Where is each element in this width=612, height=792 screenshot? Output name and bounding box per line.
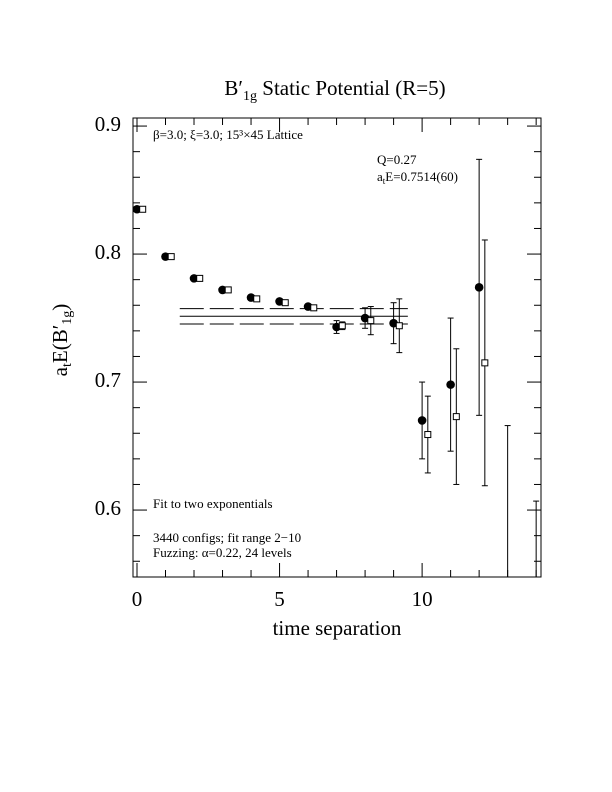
y-tick-label: 0.8	[95, 240, 121, 264]
annotation: atE=0.7514(60)	[377, 169, 458, 186]
x-tick-label: 5	[274, 587, 285, 611]
point	[417, 416, 427, 425]
y-tick-label: 0.6	[95, 496, 121, 520]
y-tick-label: 0.7	[95, 368, 121, 392]
point	[303, 302, 313, 311]
ylabel-t: t	[60, 363, 75, 367]
point	[446, 380, 455, 389]
point	[367, 317, 375, 325]
point	[167, 253, 175, 261]
x-axis-label: time separation	[273, 616, 402, 640]
point	[246, 293, 256, 302]
point	[360, 313, 370, 323]
annotation: Fit to two exponentials	[153, 496, 273, 511]
point	[189, 274, 199, 283]
energy-rest: E=0.7514(60)	[385, 169, 458, 184]
ylabel-mid: E(B′	[48, 325, 72, 363]
point	[395, 322, 403, 330]
y-tick-label: 0.9	[95, 112, 121, 136]
point	[281, 299, 289, 307]
point	[253, 295, 261, 303]
ylabel-sub: 1g	[60, 311, 75, 325]
point	[275, 297, 284, 306]
ylabel-a: a	[48, 366, 72, 376]
annotation: β=3.0; ξ=3.0; 15³×45 Lattice	[153, 127, 303, 142]
point	[481, 359, 489, 367]
point	[474, 283, 484, 292]
point	[310, 304, 318, 312]
point	[224, 286, 232, 294]
point	[161, 252, 170, 261]
title-rest: Static Potential (R=5)	[257, 76, 446, 100]
point	[389, 318, 398, 328]
annotation: Fuzzing: α=0.22, 24 levels	[153, 545, 292, 560]
x-tick-label: 0	[132, 587, 143, 611]
point	[332, 322, 341, 332]
point	[338, 322, 346, 330]
point	[424, 431, 432, 439]
title-main: B′	[224, 76, 243, 100]
point	[139, 205, 147, 213]
energy-t: t	[383, 176, 386, 186]
chart-title: B′1g Static Potential (R=5)	[224, 76, 445, 104]
energy-a: a	[377, 169, 383, 184]
point	[452, 413, 460, 421]
y-axis-label: atE(B′1g)	[48, 304, 75, 377]
point	[196, 274, 204, 282]
x-tick-label: 10	[412, 587, 433, 611]
annotation: Q=0.27	[377, 152, 417, 167]
point	[218, 285, 227, 295]
ylabel-end: )	[48, 304, 72, 311]
title-sub: 1g	[243, 89, 257, 104]
plot-area	[133, 158, 540, 577]
annotation: 3440 configs; fit range 2−10	[153, 530, 301, 545]
